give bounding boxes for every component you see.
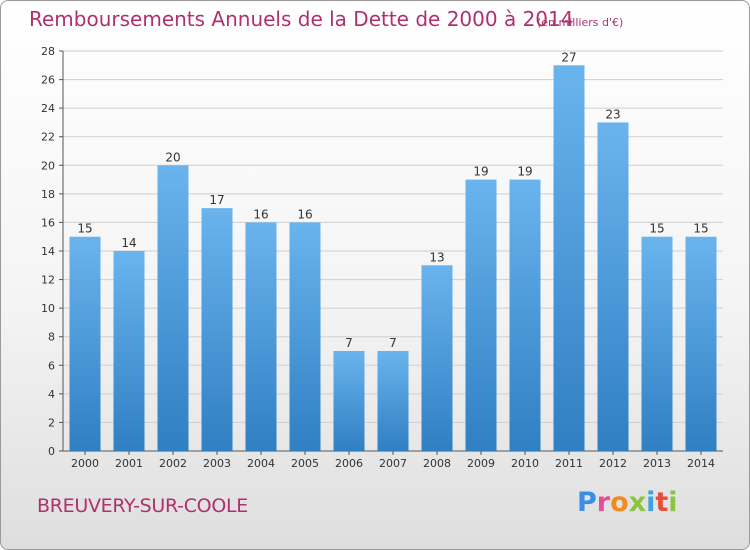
x-tick-label: 2009 [467, 457, 495, 470]
bar-2010 [509, 179, 541, 452]
y-tick-label: 8 [48, 331, 55, 344]
bar-2008 [421, 265, 453, 451]
x-tick-label: 2012 [599, 457, 627, 470]
value-label: 15 [77, 222, 92, 236]
x-tick-label: 2004 [247, 457, 275, 470]
y-tick-label: 10 [41, 302, 55, 315]
x-tick-label: 2008 [423, 457, 451, 470]
bar-2001 [113, 251, 145, 451]
logo-letter: i [646, 487, 656, 518]
logo-letter: o [610, 487, 629, 518]
x-tick-label: 2002 [159, 457, 187, 470]
bar-2003 [201, 208, 233, 451]
city-name: BREUVERY-SUR-COOLE [37, 495, 248, 517]
y-tick-label: 20 [41, 159, 55, 172]
bar-2013 [641, 236, 673, 451]
logo-letter: x [628, 487, 647, 518]
x-tick-label: 2014 [687, 457, 715, 470]
bar-2000 [69, 236, 101, 451]
bar-2012 [597, 122, 629, 451]
x-tick-label: 2000 [71, 457, 99, 470]
bars [69, 65, 717, 452]
y-tick-label: 6 [48, 359, 55, 372]
y-tick-label: 4 [48, 388, 55, 401]
bar-2006 [333, 351, 365, 451]
x-tick-label: 2013 [643, 457, 671, 470]
y-tick-label: 18 [41, 188, 55, 201]
y-tick-label: 28 [41, 45, 55, 58]
value-labels: 15 14 20 17 16 16 7 7 13 19 19 27 23 15 15 [77, 50, 708, 350]
y-tick-label: 22 [41, 131, 55, 144]
y-tick-label: 24 [41, 102, 55, 115]
value-label: 20 [165, 150, 180, 164]
x-tick-label: 2007 [379, 457, 407, 470]
value-label: 15 [693, 222, 708, 236]
value-label: 17 [209, 193, 224, 207]
y-tick-label: 14 [41, 245, 55, 258]
proxiti-logo[interactable]: Proxiti [577, 487, 678, 518]
x-tick-labels: 2000 2001 2002 2003 2004 2005 2006 2007 2008 2009… [71, 457, 715, 470]
value-label: 16 [297, 207, 312, 221]
x-tick-label: 2010 [511, 457, 539, 470]
logo-letter: P [577, 487, 597, 518]
y-tick-label: 2 [48, 416, 55, 429]
y-tick-label: 0 [48, 445, 55, 458]
bar-2011 [553, 65, 585, 452]
x-tick-label: 2006 [335, 457, 363, 470]
value-label: 27 [561, 50, 576, 64]
x-tick-label: 2003 [203, 457, 231, 470]
value-label: 19 [473, 165, 488, 179]
chart-unit: (en milliers d'€) [537, 16, 624, 29]
bar-2005 [289, 222, 321, 451]
logo-letter: r [596, 487, 611, 518]
y-tick-label: 26 [41, 74, 55, 87]
bar-2014 [685, 236, 717, 451]
value-label: 16 [253, 207, 268, 221]
bar-2002 [157, 165, 189, 452]
value-label: 7 [389, 336, 397, 350]
x-tick-label: 2001 [115, 457, 143, 470]
value-label: 14 [121, 236, 136, 250]
value-label: 19 [517, 165, 532, 179]
value-label: 7 [345, 336, 353, 350]
chart-title: Remboursements Annuels de la Dette de 20… [29, 7, 574, 31]
value-label: 23 [605, 107, 620, 121]
bar-2009 [465, 179, 497, 452]
bar-2007 [377, 351, 409, 451]
y-tick-label: 16 [41, 216, 55, 229]
logo-letter: i [668, 487, 678, 518]
value-label: 15 [649, 222, 664, 236]
bar-2004 [245, 222, 277, 451]
y-tick-label: 12 [41, 274, 55, 287]
x-tick-label: 2011 [555, 457, 583, 470]
value-label: 13 [429, 250, 444, 264]
logo-letter: t [655, 487, 669, 518]
x-tick-label: 2005 [291, 457, 319, 470]
